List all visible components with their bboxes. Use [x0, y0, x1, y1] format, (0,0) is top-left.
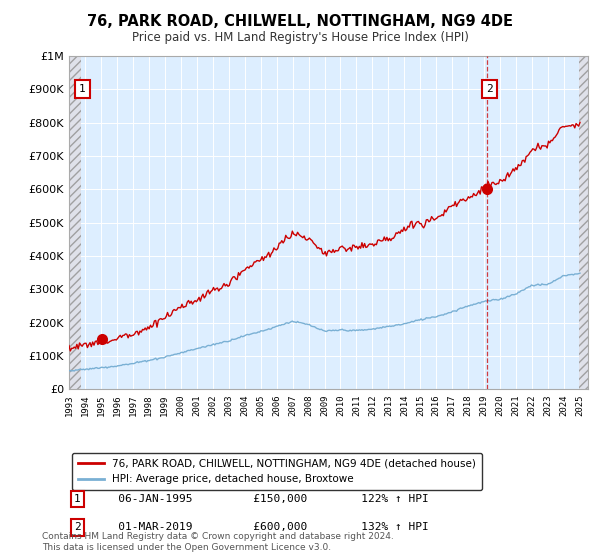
Text: 76, PARK ROAD, CHILWELL, NOTTINGHAM, NG9 4DE: 76, PARK ROAD, CHILWELL, NOTTINGHAM, NG9…: [87, 14, 513, 29]
Legend: 76, PARK ROAD, CHILWELL, NOTTINGHAM, NG9 4DE (detached house), HPI: Average pric: 76, PARK ROAD, CHILWELL, NOTTINGHAM, NG9…: [71, 452, 482, 491]
Text: 1: 1: [74, 494, 81, 504]
Text: 2: 2: [74, 522, 81, 533]
Text: 01-MAR-2019         £600,000        132% ↑ HPI: 01-MAR-2019 £600,000 132% ↑ HPI: [98, 522, 428, 533]
Text: 06-JAN-1995         £150,000        122% ↑ HPI: 06-JAN-1995 £150,000 122% ↑ HPI: [98, 494, 428, 504]
Text: 1: 1: [79, 85, 86, 94]
Text: 2: 2: [486, 85, 493, 94]
Polygon shape: [579, 56, 588, 389]
Text: Price paid vs. HM Land Registry's House Price Index (HPI): Price paid vs. HM Land Registry's House …: [131, 31, 469, 44]
Polygon shape: [69, 56, 81, 389]
Text: Contains HM Land Registry data © Crown copyright and database right 2024.
This d: Contains HM Land Registry data © Crown c…: [42, 532, 394, 552]
